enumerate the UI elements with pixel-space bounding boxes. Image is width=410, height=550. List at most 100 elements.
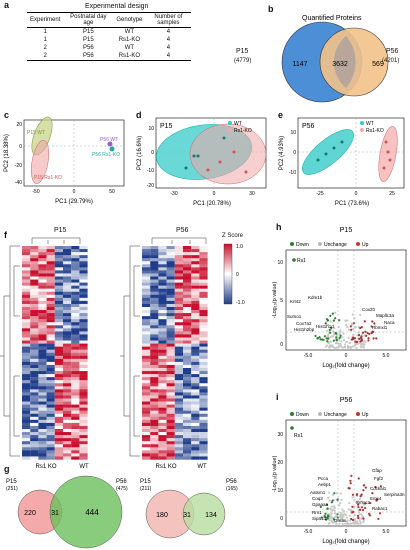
pca-e-legend: Rs1-KO	[366, 128, 384, 134]
table-cell: 4	[166, 45, 171, 51]
pca-c-ytick: 20	[16, 122, 22, 128]
volcano-h-gene-label: Rs1	[297, 258, 306, 264]
volcano-h-gene-label: Kdm1b	[308, 295, 323, 300]
pca-d-xtick: 0	[213, 191, 216, 197]
pca-d-ytick: 10	[148, 126, 154, 132]
table-cell: 4	[166, 37, 171, 43]
volcano-i-gene-label: Rrn1	[312, 510, 322, 515]
heatmap-right-title: P56	[176, 227, 189, 234]
heatmap-right	[142, 246, 208, 460]
volcano-i-ytick: 30	[277, 432, 283, 438]
panel-label-h: h	[276, 222, 282, 232]
panel-label-f: f	[4, 230, 7, 240]
pca-c-ylabel: PC2 (18.38%)	[4, 134, 10, 172]
table-cell: P56	[83, 53, 94, 59]
table-cell: 4	[166, 29, 171, 35]
pca-e-ytick: 0	[293, 150, 296, 156]
table-cell: P56	[83, 45, 94, 51]
volcano-i-gene-label: Coq3	[312, 496, 323, 501]
volcano-i-ylabel: -Log₁₀(p value)	[272, 456, 278, 493]
zscore-label: Z Score	[222, 233, 244, 239]
pca-e-ylabel: PC2 (4.93%)	[279, 136, 285, 170]
volcano-i-xtick: 0	[345, 529, 348, 535]
volcano-i-gene-label: Fgf2	[374, 476, 384, 481]
pca-c-label: P56 WT	[100, 137, 118, 143]
heatmap-left-title: P15	[54, 227, 67, 234]
venn-g1-left-label: P15	[6, 479, 17, 485]
panel-label-b: b	[268, 4, 274, 14]
table-cell: WT	[124, 45, 135, 51]
venn-title: Quantified Proteins	[302, 15, 362, 22]
pca-d-ytick: -20	[147, 183, 154, 189]
volcano-i-gene-label: Gmas	[334, 518, 347, 523]
pca-e-ytick: 10	[290, 130, 296, 136]
pca-c-xtick: -50	[32, 189, 39, 195]
pca-c-xlabel: PC1 (29.79%)	[55, 199, 93, 205]
venn-right-total: (4201)	[382, 58, 400, 64]
heatmap-figure: 1.0 0 -1.0 Rs1 KO WT Rs1 KO WT	[0, 237, 245, 470]
venn-g1-right-only: 444	[85, 508, 99, 517]
heatmap-right-row-dendrogram	[120, 245, 140, 457]
panel-label-g: g	[4, 464, 10, 474]
venn-overlap	[333, 36, 356, 88]
volcano-h-title: P15	[340, 227, 353, 234]
volcano-i-gene-label: Cdckal1	[370, 486, 387, 491]
pca-e-ytick: -10	[289, 170, 296, 176]
pca-d-title: P15	[160, 123, 173, 130]
venn-both: 3632	[332, 61, 348, 68]
volcano-h-gene-label: Naca	[384, 320, 395, 325]
pca-d-ytick: -10	[147, 168, 154, 174]
venn-g-figure: 220 31 444 P15 (251) P56 (475) 180 31 13…	[6, 475, 238, 549]
volcano-h-xtick: -5.0	[304, 353, 313, 359]
table-row: 1 P15 WT 4	[27, 28, 191, 37]
heatmap-left	[22, 246, 88, 460]
pca-c-ytick: -40	[15, 180, 22, 186]
volcano-i-ytick: 20	[277, 460, 283, 466]
venn-left-total: (4779)	[234, 58, 252, 64]
table-row: 1 P15 Rs1-KO 4	[27, 36, 191, 44]
volcano-i-ytick: 0	[280, 516, 283, 522]
pca-c-label: P15 WT	[27, 130, 45, 136]
venn-left-label: P15	[236, 48, 249, 55]
pca-d-ko-ellipse	[189, 123, 267, 185]
volcano-h-xtick: 0	[345, 353, 348, 359]
volcano-h-gene-label: Cox7a2	[296, 321, 312, 326]
volcano-i-gene-label: Rs1	[294, 433, 303, 439]
pca-e-wt-ellipse	[302, 129, 354, 175]
venn-g2-left-label: P15	[140, 479, 151, 485]
heatmap-right-col-dendrogram	[151, 237, 207, 244]
zscore-tick: 1.0	[236, 244, 243, 250]
heatmap-group-label: Rs1 KO	[35, 464, 56, 470]
table-cell: WT	[124, 29, 135, 35]
volcano-i-gene-label: Aebp1	[318, 482, 332, 487]
volcano-i-gene-label: Gfap	[372, 468, 382, 473]
pca-d-ytick: 0	[151, 150, 154, 156]
pca-d-xlabel: PC1 (20.78%)	[193, 201, 231, 207]
table-row: 2 P56 Rs1-KO 4	[27, 52, 192, 61]
pca-d-ylabel: PC2 (16.6%)	[137, 136, 143, 170]
panel-label-d: d	[136, 110, 142, 120]
pca-d-xtick: 30	[249, 191, 255, 197]
volcano-h-gene-label: Hist1h2bp	[294, 327, 315, 332]
venn-left-only: 1147	[292, 61, 307, 68]
table-cell: Rs1-KO	[118, 53, 141, 59]
volcano-h-gene-label: Rbmxl1	[372, 325, 388, 330]
heatmap-left-row-dendrogram	[0, 245, 20, 457]
pca-e-title: P56	[302, 123, 315, 130]
pca-c-xtick: 50	[109, 189, 115, 195]
volcano-h-gene-label: Hist1h1d	[316, 324, 334, 329]
volcano-h-legend: Up	[362, 242, 369, 248]
panel-label-e: e	[278, 110, 284, 120]
venn-g2-left-total: (211)	[140, 486, 152, 492]
pca-e-xlabel: PC1 (73.6%)	[335, 201, 369, 207]
pca-d-legend: WT	[234, 121, 242, 127]
panel-label-a: a	[4, 0, 10, 10]
panel-label-i: i	[276, 392, 279, 402]
table-cell: Rs1-KO	[118, 37, 141, 43]
volcano-h-legend: Down	[296, 242, 309, 248]
volcano-i-title: P56	[340, 397, 353, 404]
volcano-h-plot: P15 Down Unchange Up Rs1 Krt42 Kdm1b Sum…	[272, 227, 407, 369]
pca-c-p56wt-point	[107, 141, 113, 147]
volcano-i-gene-label: Gpaaaa	[312, 502, 329, 507]
volcano-h-ytick: 10	[277, 260, 283, 266]
